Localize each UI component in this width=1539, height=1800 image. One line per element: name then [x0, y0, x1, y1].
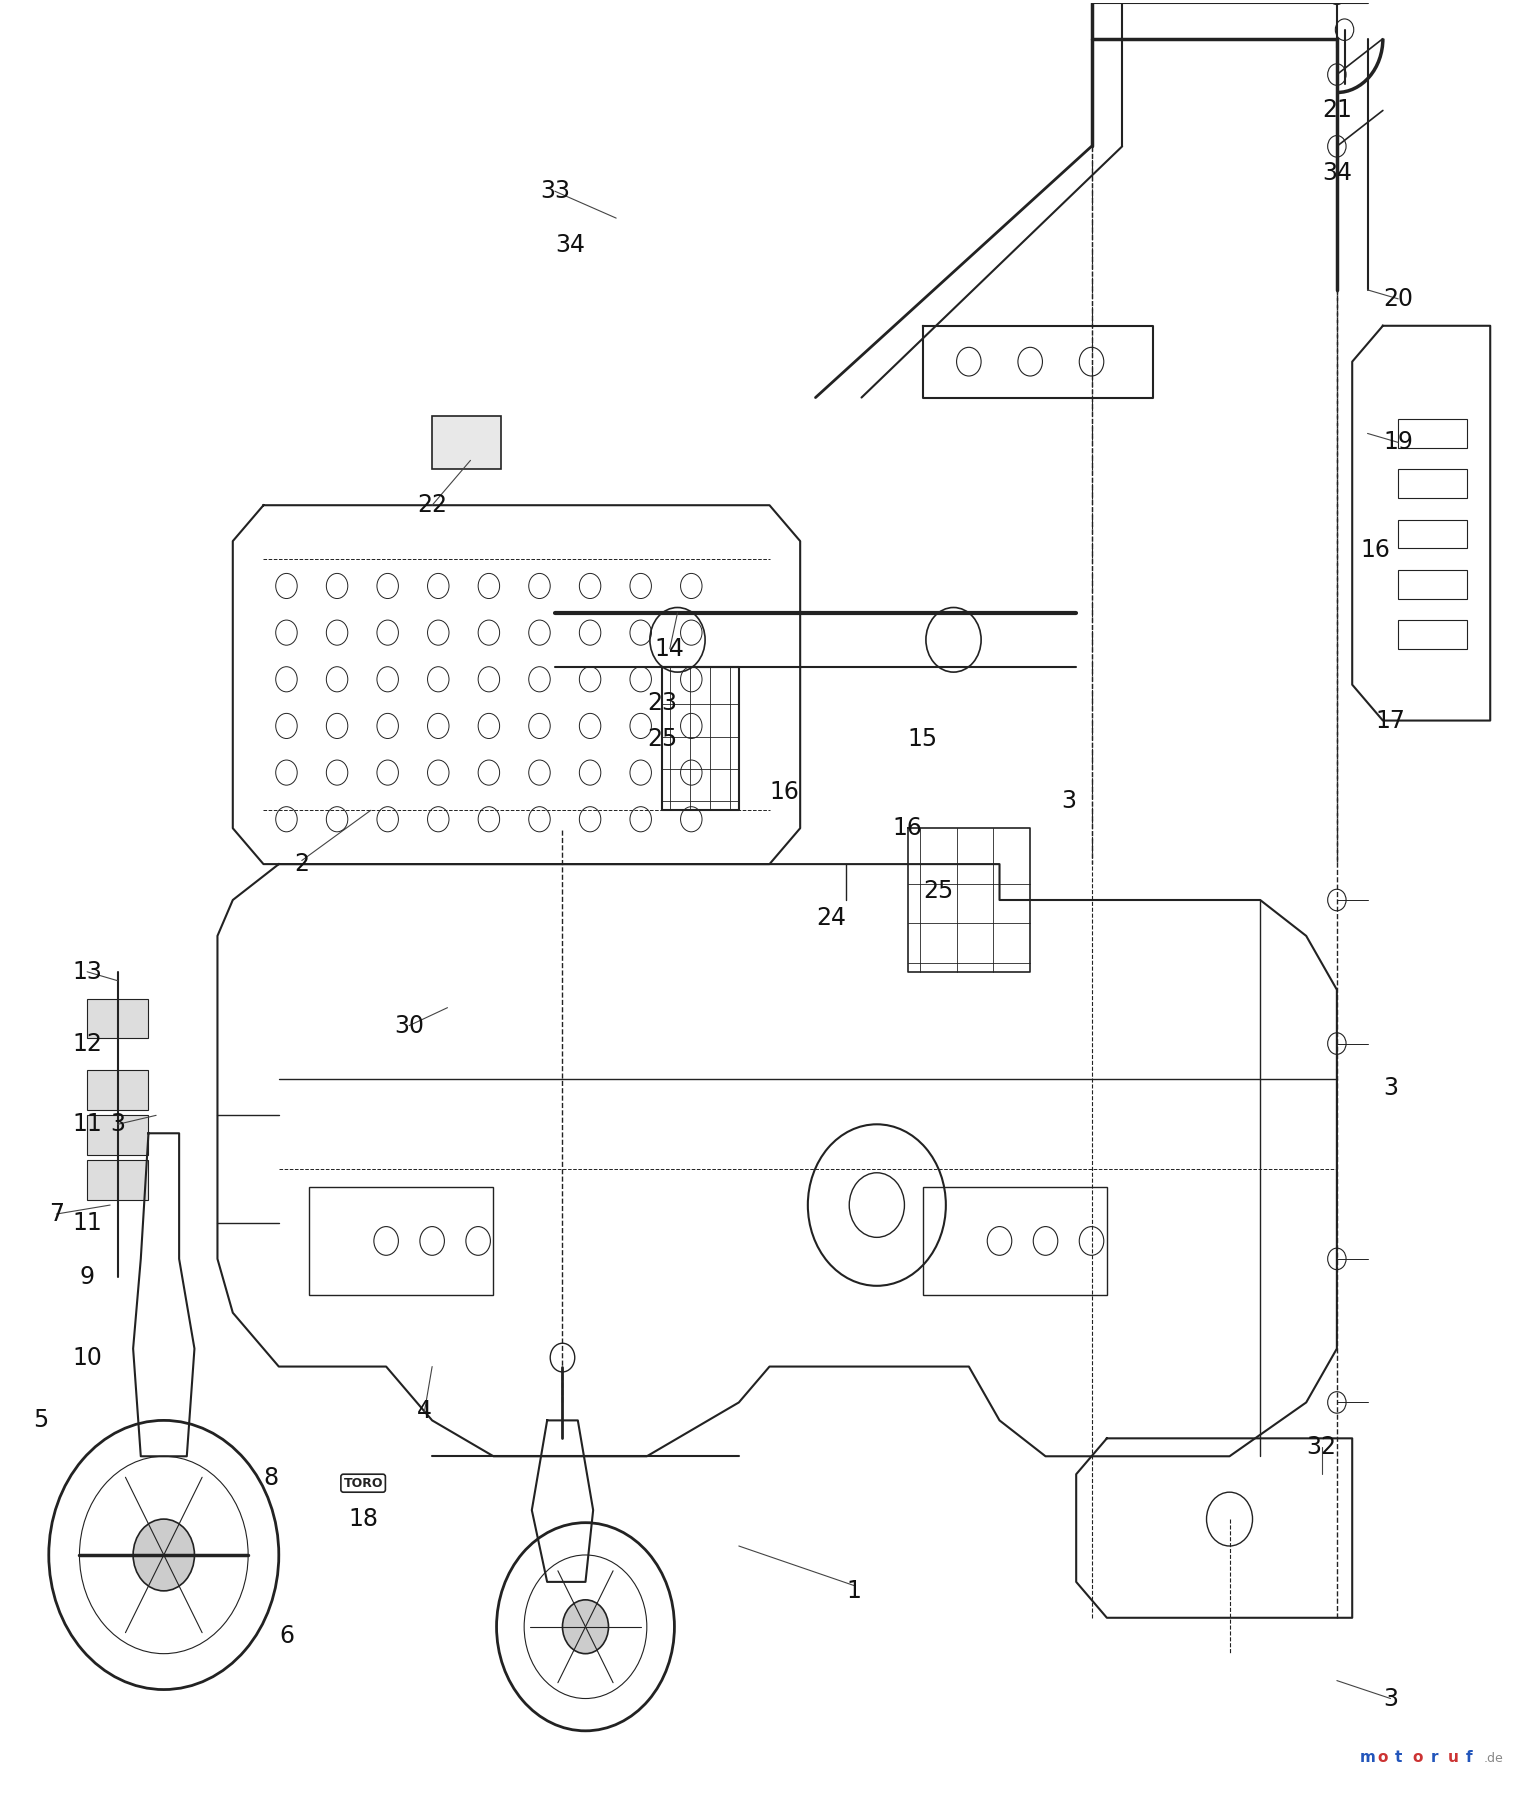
- Text: 5: 5: [34, 1408, 49, 1433]
- Text: 16: 16: [1360, 538, 1390, 562]
- Text: 21: 21: [1322, 99, 1351, 122]
- Text: 25: 25: [923, 878, 953, 904]
- Bar: [88, 999, 148, 1039]
- Text: 18: 18: [348, 1507, 379, 1532]
- Text: u: u: [1448, 1750, 1459, 1766]
- Text: TORO: TORO: [343, 1476, 383, 1490]
- Text: 11: 11: [72, 1112, 102, 1136]
- Text: 10: 10: [72, 1346, 102, 1370]
- Text: 34: 34: [1322, 162, 1351, 185]
- Text: 14: 14: [656, 637, 685, 661]
- Text: 13: 13: [72, 959, 102, 985]
- Text: .de: .de: [1484, 1751, 1504, 1766]
- Text: 30: 30: [394, 1013, 425, 1037]
- Text: 8: 8: [263, 1465, 279, 1490]
- Text: 22: 22: [417, 493, 448, 517]
- Bar: [1399, 419, 1467, 448]
- Text: 32: 32: [1307, 1435, 1336, 1460]
- Bar: [1399, 619, 1467, 648]
- Bar: [432, 416, 502, 470]
- Bar: [923, 1188, 1107, 1294]
- Text: 19: 19: [1384, 430, 1413, 454]
- Text: 34: 34: [556, 232, 585, 257]
- Text: 1: 1: [846, 1579, 862, 1602]
- Text: 11: 11: [72, 1211, 102, 1235]
- Text: o: o: [1377, 1750, 1388, 1766]
- Text: o: o: [1413, 1750, 1424, 1766]
- Text: 16: 16: [893, 815, 922, 841]
- Text: 9: 9: [80, 1265, 94, 1289]
- Text: 16: 16: [770, 781, 800, 805]
- Text: 4: 4: [417, 1399, 432, 1424]
- Bar: [1399, 520, 1467, 549]
- Bar: [1399, 571, 1467, 599]
- Text: 33: 33: [540, 180, 569, 203]
- Text: t: t: [1396, 1750, 1402, 1766]
- Text: 3: 3: [1060, 790, 1076, 814]
- Text: 7: 7: [49, 1202, 65, 1226]
- Text: 17: 17: [1376, 709, 1405, 733]
- Bar: [1399, 470, 1467, 499]
- Bar: [88, 1116, 148, 1156]
- Text: 12: 12: [72, 1031, 102, 1055]
- Text: 3: 3: [1384, 1687, 1397, 1710]
- Bar: [309, 1188, 494, 1294]
- Circle shape: [562, 1600, 608, 1654]
- Text: 2: 2: [294, 851, 309, 877]
- Text: m: m: [1360, 1750, 1376, 1766]
- Text: 20: 20: [1384, 286, 1413, 311]
- Text: r: r: [1430, 1750, 1437, 1766]
- Text: 24: 24: [816, 905, 846, 931]
- Bar: [88, 1161, 148, 1199]
- Text: 6: 6: [279, 1624, 294, 1647]
- Bar: [88, 1071, 148, 1111]
- Text: 25: 25: [646, 727, 677, 751]
- Text: f: f: [1465, 1750, 1473, 1766]
- Text: 3: 3: [1384, 1076, 1397, 1100]
- Text: 23: 23: [648, 691, 677, 715]
- Text: 3: 3: [111, 1112, 125, 1136]
- Text: 15: 15: [908, 727, 937, 751]
- Circle shape: [132, 1519, 194, 1591]
